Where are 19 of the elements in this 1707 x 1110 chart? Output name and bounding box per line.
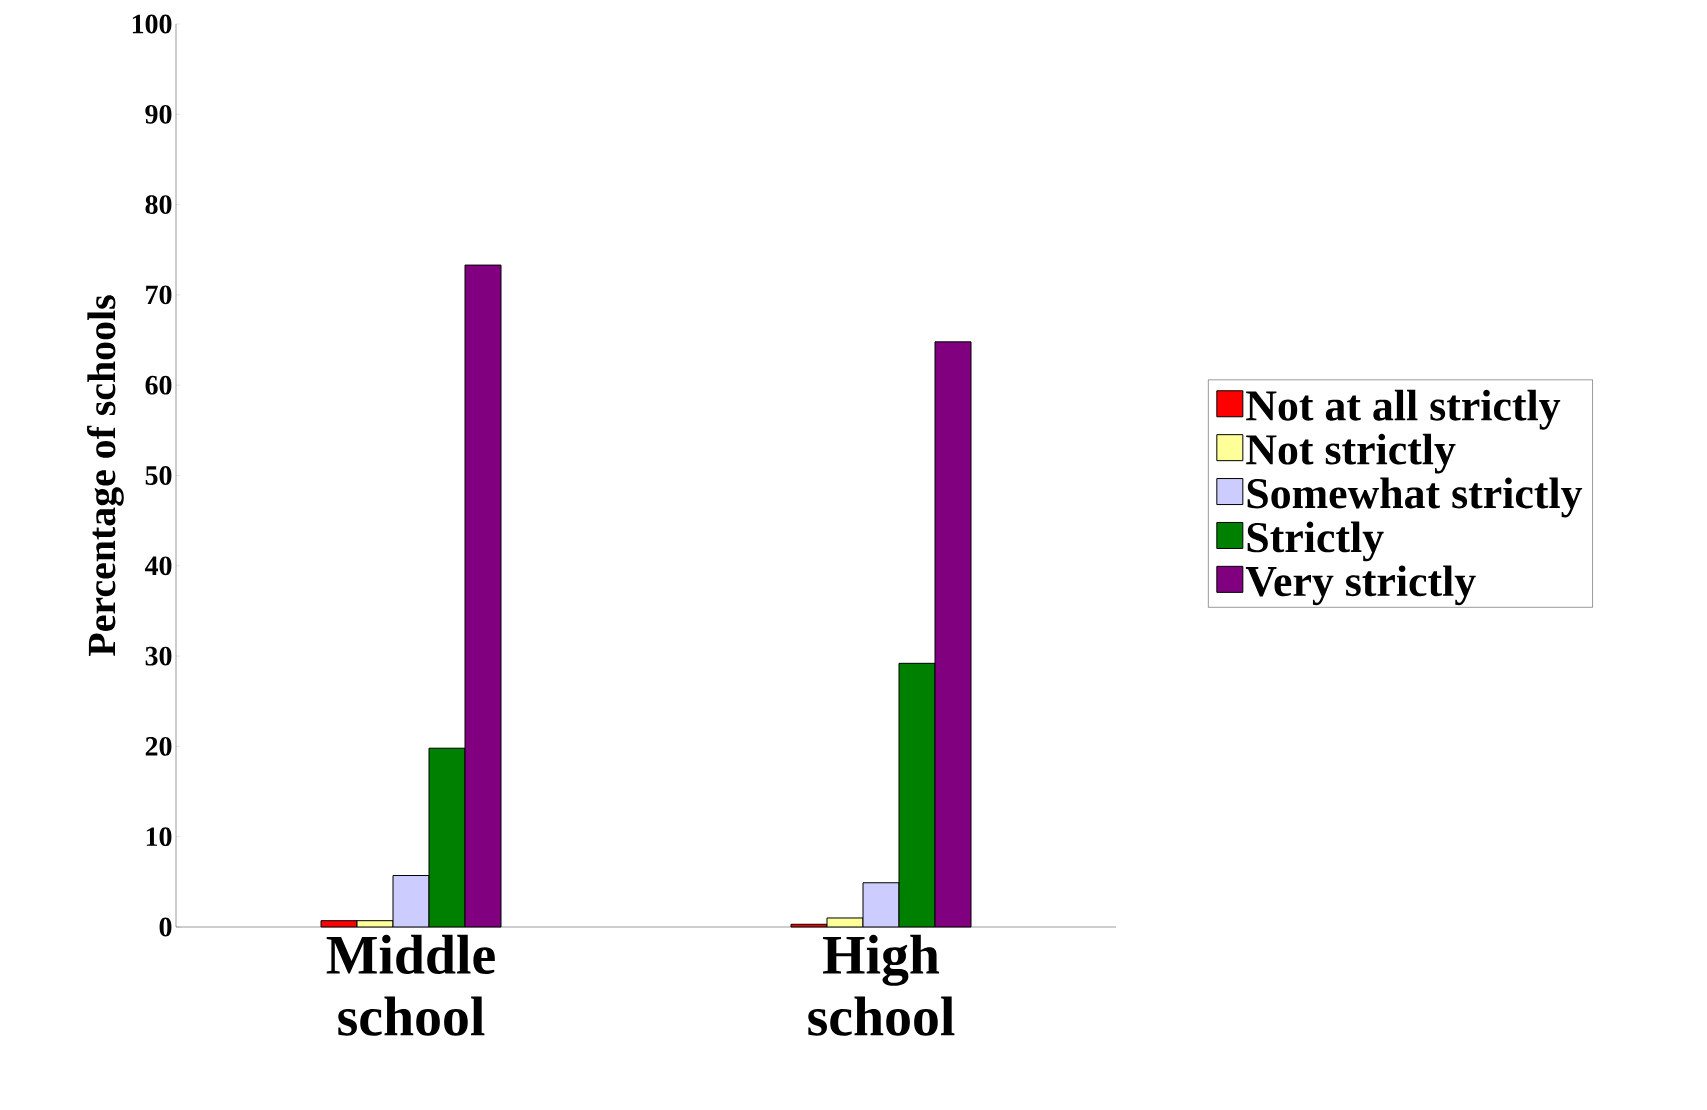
legend-label: Very strictly xyxy=(1245,565,1476,606)
legend-label: Not strictly xyxy=(1246,433,1456,474)
y-tick-label: 50 xyxy=(145,466,172,485)
legend-label: Strictly xyxy=(1247,521,1384,562)
y-tick-label: 30 xyxy=(145,646,172,666)
y-tick-label: 10 xyxy=(146,827,172,847)
legend-label: Not at all strictly xyxy=(1246,389,1561,430)
legend-label: Somewhat strictly xyxy=(1247,477,1583,518)
y-tick-label: 60 xyxy=(145,375,172,395)
y-tick-label: 0 xyxy=(159,917,172,937)
y-tick-label: 40 xyxy=(144,556,172,576)
y-tick-label: 90 xyxy=(145,104,172,124)
y-tick-label: 70 xyxy=(146,285,172,305)
x-tick-label: High school xyxy=(808,934,955,1036)
y-axis-title: Percentage of schools xyxy=(86,295,124,656)
y-tick-label: 80 xyxy=(145,195,172,214)
x-tick-label: Middle school xyxy=(326,934,495,1036)
y-tick-label: 100 xyxy=(132,14,172,34)
y-tick-label: 20 xyxy=(145,736,172,756)
